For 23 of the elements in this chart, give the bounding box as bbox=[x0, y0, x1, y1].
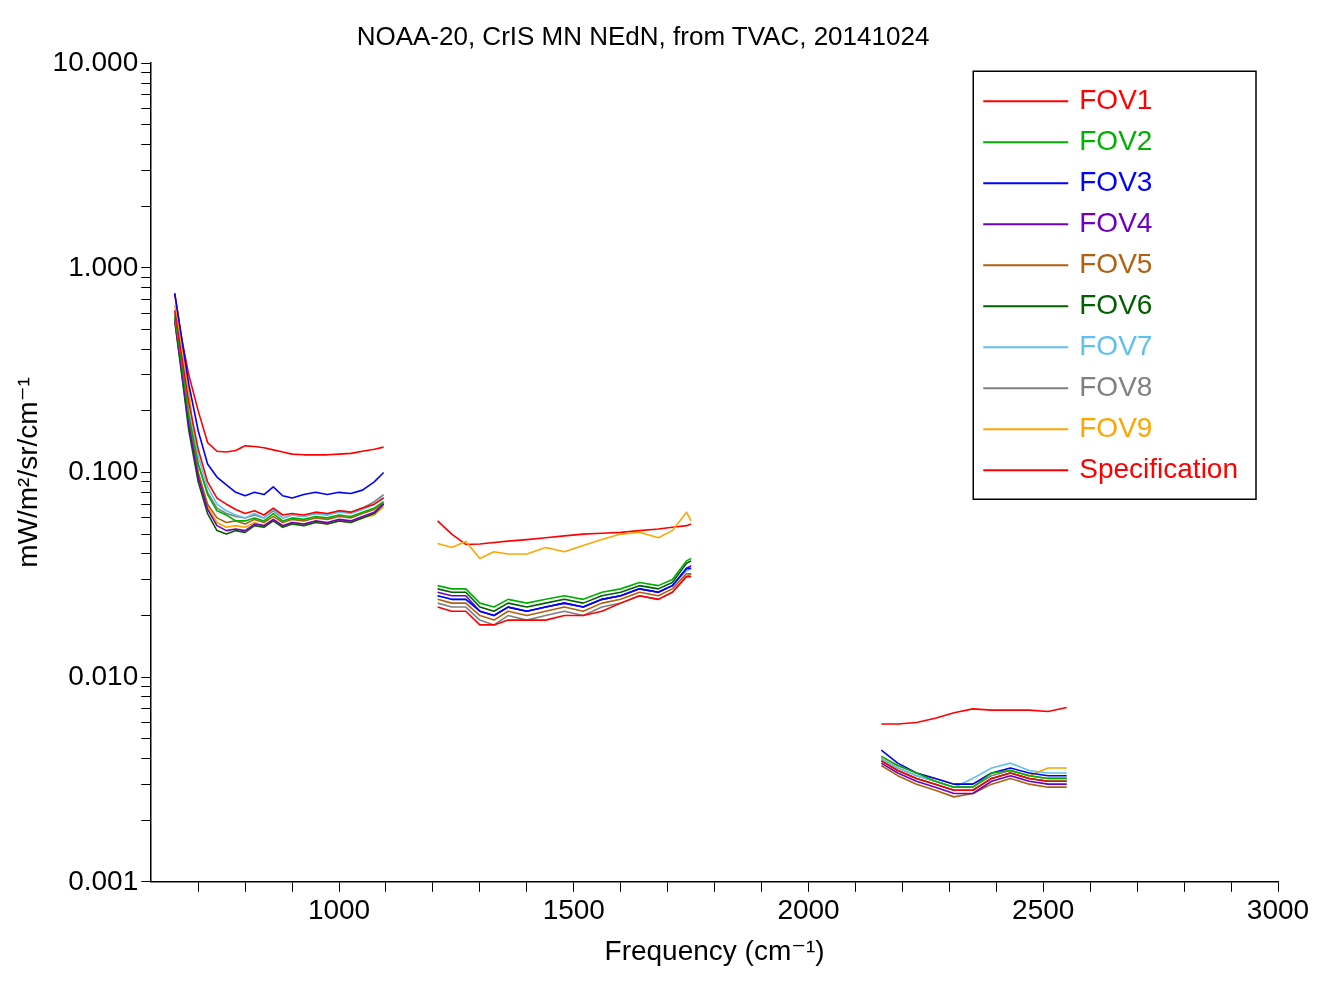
y-tick-label: 0.100 bbox=[68, 455, 139, 487]
legend-label: FOV9 bbox=[1079, 411, 1153, 443]
chart-title: NOAA-20, CrIS MN NEdN, from TVAC, 20141024 bbox=[356, 20, 930, 51]
legend-label: Specification bbox=[1079, 452, 1239, 484]
y-axis-title: mW/m²/sr/cm⁻¹ bbox=[11, 377, 43, 568]
x-tick-label: 2000 bbox=[777, 894, 840, 926]
x-tick-label: 3000 bbox=[1246, 894, 1310, 926]
legend-label: FOV5 bbox=[1079, 247, 1153, 279]
y-tick-label: 0.001 bbox=[68, 864, 139, 896]
x-axis-title: Frequency (cm⁻¹) bbox=[604, 934, 825, 966]
legend-label: FOV6 bbox=[1079, 288, 1153, 320]
x-tick-label: 2500 bbox=[1012, 894, 1075, 926]
legend-label: FOV4 bbox=[1079, 206, 1153, 238]
legend-label: FOV3 bbox=[1079, 165, 1153, 197]
x-tick-label: 1500 bbox=[542, 894, 605, 926]
y-tick-label: 0.010 bbox=[68, 659, 139, 691]
y-tick-label: 10.000 bbox=[52, 45, 139, 77]
y-tick-label: 1.000 bbox=[68, 250, 139, 282]
legend-label: FOV7 bbox=[1079, 329, 1153, 361]
legend-label: FOV2 bbox=[1079, 124, 1153, 156]
x-tick-label: 1000 bbox=[307, 894, 371, 926]
legend-label: FOV8 bbox=[1079, 370, 1153, 402]
legend-label: FOV1 bbox=[1079, 83, 1153, 115]
